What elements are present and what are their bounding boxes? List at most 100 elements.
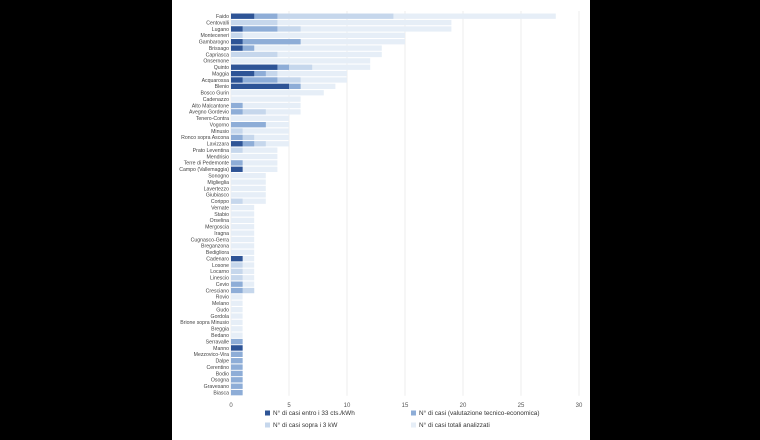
bar-corippo-s1: [231, 198, 243, 204]
bar-gambarogno-s0: [231, 39, 405, 45]
bar-onsernone-s0: [231, 58, 371, 64]
legend-swatch-2: [411, 410, 416, 416]
bar-lavizzara-s2: [231, 141, 255, 147]
bar-faido-s1: [231, 13, 394, 19]
bar-cadenaro-s0: [231, 255, 255, 262]
bar-cevio-s0: [231, 281, 255, 287]
bar-lavizzara-s3: [231, 141, 243, 147]
bar-breganzona-s0: [231, 243, 255, 249]
x-tick-label: 0: [229, 403, 233, 409]
bar-monteceneri-s0: [231, 32, 405, 38]
category-label-bodio: Bodio: [216, 371, 229, 377]
bar-lugano-s0: [231, 26, 452, 32]
bar-vogorno-s2: [231, 122, 266, 128]
bar-gordola-s0: [231, 313, 243, 319]
bar-cresciano-s1: [231, 287, 255, 294]
category-label-minusio: Minusio: [211, 129, 229, 135]
bar-losone-s0: [231, 262, 255, 268]
category-label-orselina: Orselina: [210, 218, 229, 224]
category-label-brissago: Brissago: [209, 46, 229, 52]
bar-bosco-gurin-s0: [231, 90, 324, 96]
category-label-breganzona: Breganzona: [201, 244, 229, 250]
bar-monteceneri-s1: [231, 32, 243, 38]
bar-losone-s1: [231, 262, 243, 268]
bar-gudo-s0: [231, 307, 243, 313]
bar-mendrisio-s0: [231, 153, 278, 160]
bar-orselina-s0: [231, 217, 255, 223]
category-label-dalpe: Dalpe: [215, 359, 229, 365]
bar-acquarossa-s2: [231, 77, 278, 83]
bar-faido-s3: [231, 13, 255, 19]
category-label-gravesano: Gravesano: [204, 384, 229, 390]
category-label-gordola: Gordola: [211, 314, 230, 320]
bar-terre-di-pedemonte-s2: [231, 160, 243, 166]
bar-biasca-s2: [231, 389, 243, 396]
bar-ronco-sopra-ascona-s2: [231, 134, 243, 141]
category-label-rovio: Rovio: [216, 295, 229, 301]
bar-miglieglia-s0: [231, 179, 266, 185]
category-label-bedigliora: Bedigliora: [206, 250, 229, 256]
bar-minusio-s0: [231, 128, 289, 134]
bar-corippo-s0: [231, 198, 266, 204]
legend-swatch-0: [411, 422, 416, 428]
x-tick-label: 20: [460, 403, 467, 409]
legend-label-1: N° di casi sopra i 3 kW: [273, 421, 338, 429]
bar-terre-di-pedemonte-s0: [231, 160, 278, 166]
bar-brione-sopra-minusio-s0: [231, 319, 243, 326]
x-tick-label: 25: [518, 403, 525, 409]
bar-cadenaro-s3: [231, 255, 243, 262]
bar-centovalli-s1: [231, 19, 278, 26]
category-label-mendrisio: Mendrisio: [207, 154, 230, 160]
legend-label-2: N° di casi (valutazione tecnico-economic…: [419, 409, 539, 417]
category-label-mezzovico-vira: Mezzovico-Vira: [194, 352, 229, 358]
chart-panel: Faido Centovalli Lugano Monteceneri Gambarog…: [172, 0, 590, 440]
category-label-avegno-gordevio: Avegno Gordevio: [189, 110, 229, 116]
category-label-cugnasco-gerra: Cugnasco-Gerra: [191, 237, 229, 243]
category-label-cresciano: Cresciano: [206, 288, 229, 294]
category-label-brione-sopra-minusio: Brione sopra Minusio: [180, 320, 229, 326]
bar-acquarossa-s3: [231, 77, 243, 83]
category-label-locarno: Locarno: [210, 269, 229, 275]
bar-minusio-s1: [231, 128, 243, 134]
legend-label-3: N° di casi entro i 33 cts./kWh: [273, 409, 355, 417]
bar-giubiasco-s0: [231, 192, 266, 198]
category-label-ronco-sopra-ascona: Ronco sopra Ascona: [181, 135, 229, 141]
category-label-faido: Faido: [216, 14, 229, 20]
category-label-stabio: Stabio: [214, 212, 229, 218]
bar-gambarogno-s3: [231, 39, 243, 45]
bar-bodio-s2: [231, 370, 243, 377]
bar-linescio-s0: [231, 275, 255, 281]
bar-cresciano-s2: [231, 287, 243, 294]
category-label-lavizzara: Lavizzara: [207, 142, 229, 148]
bar-capriasca-s1: [231, 51, 278, 58]
legend-swatch-1: [265, 422, 270, 428]
bar-lugano-s2: [231, 26, 278, 32]
bar-manno-s3: [231, 345, 243, 351]
bar-gravesano-s2: [231, 383, 243, 389]
x-tick-label: 10: [344, 403, 351, 409]
bar-centovalli-s0: [231, 19, 452, 26]
bar-cevio-s2: [231, 281, 243, 287]
bar-bedano-s0: [231, 332, 243, 338]
legend-label-0: N° di casi totali analizzati: [419, 421, 490, 429]
category-label-terre-di-pedemonte: Terre di Pedemonte: [184, 161, 229, 167]
category-label-vernate: Vernate: [211, 205, 229, 211]
bar-stabio-s0: [231, 211, 255, 217]
bar-bedigliora-s0: [231, 249, 255, 255]
bar-serravalle-s2: [231, 338, 243, 345]
bar-alto-malcantone-s0: [231, 102, 301, 109]
category-label-cerentino: Cerentino: [207, 365, 230, 371]
category-label-serravalle: Serravalle: [206, 339, 229, 345]
bar-breggia-s0: [231, 326, 243, 332]
bar-ronco-sopra-ascona-s0: [231, 134, 289, 141]
category-label-alto-malcantone: Alto Malcantone: [192, 103, 229, 109]
category-label-gudo: Gudo: [216, 307, 229, 313]
bar-osogna-s2: [231, 377, 243, 383]
bar-avegno-gordevio-s1: [231, 109, 266, 115]
category-label-monteceneri: Monteceneri: [200, 33, 229, 39]
bar-maggia-s0: [231, 70, 347, 77]
bar-maggia-s3: [231, 70, 255, 77]
bar-brissago-s2: [231, 45, 255, 51]
bar-mergoscia-s0: [231, 224, 255, 230]
bar-prato-leventina-s0: [231, 147, 278, 153]
